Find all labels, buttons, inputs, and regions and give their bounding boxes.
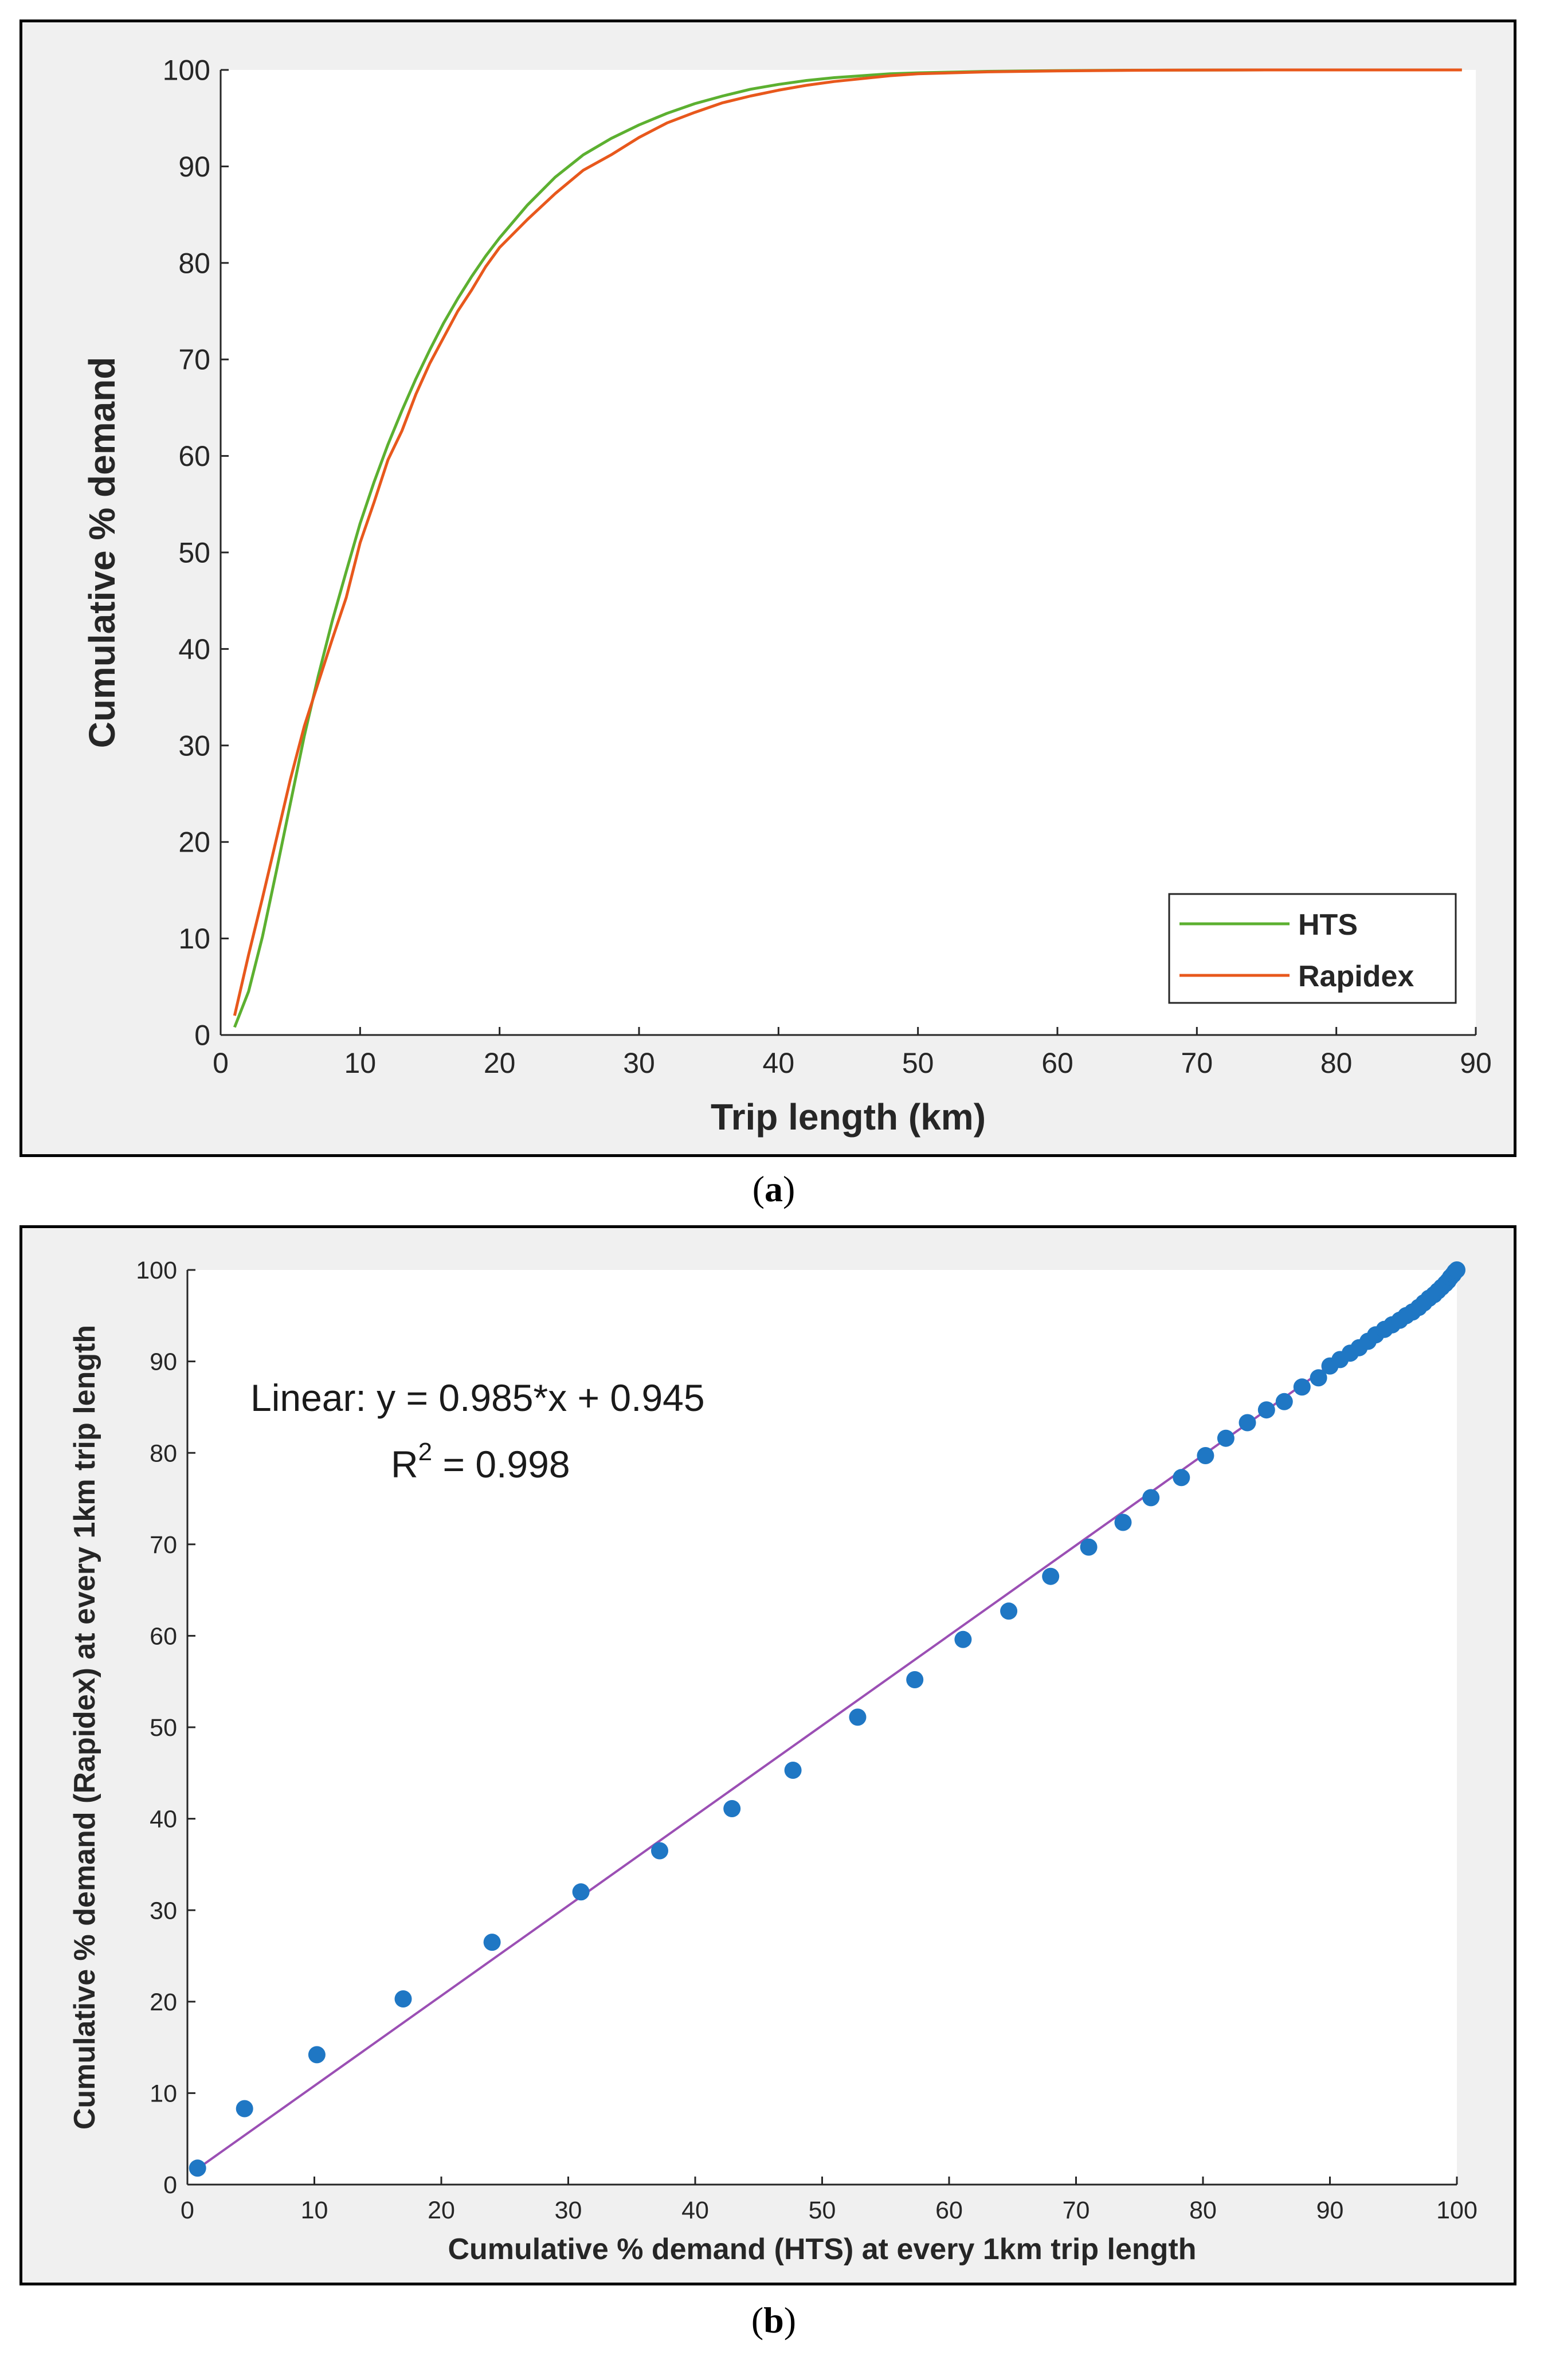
chart-b-x-tick-label: 100 — [1436, 2197, 1478, 2224]
chart-b-point — [723, 1800, 741, 1817]
chart-b-point — [189, 2159, 206, 2177]
chart-a-y-tick-label: 60 — [178, 440, 210, 472]
chart-b-y-tick-label: 50 — [150, 1714, 177, 1742]
chart-b-x-tick-label: 20 — [428, 2197, 455, 2224]
chart-a-y-tick-label: 50 — [178, 537, 210, 569]
chart-a-x-tick-label: 90 — [1460, 1047, 1492, 1079]
chart-b-point — [394, 1990, 412, 2007]
chart-a-y-tick-label: 100 — [163, 54, 210, 87]
chart-a-x-tick-label: 60 — [1041, 1047, 1073, 1079]
chart-a-legend-box — [1168, 893, 1457, 1004]
chart-b-x-tick-label: 60 — [935, 2197, 963, 2224]
chart-a-y-tick-label: 20 — [178, 826, 210, 858]
chart-b-x-tick-label: 30 — [555, 2197, 582, 2224]
chart-a-y-tick-label: 40 — [178, 633, 210, 665]
chart-b-x-tick-label: 10 — [301, 2197, 328, 2224]
chart-b-y-tick-label: 60 — [150, 1622, 177, 1650]
chart-b-point — [1239, 1414, 1256, 1432]
chart-b-point — [1080, 1538, 1098, 1556]
chart-a-x-tick-label: 40 — [763, 1047, 795, 1079]
chart-b-y-tick-label: 100 — [136, 1257, 177, 1284]
chart-a-plot-area — [221, 70, 1476, 1035]
chart-b-point — [1293, 1378, 1311, 1396]
chart-a-y-tick-label: 10 — [178, 923, 210, 955]
chart-a-legend-label: Rapidex — [1298, 960, 1414, 993]
chart-b-point — [651, 1842, 668, 1860]
chart-b-point — [1217, 1429, 1235, 1447]
chart-b-x-tick-label: 90 — [1316, 2197, 1344, 2224]
chart-b-x-tick-label: 70 — [1063, 2197, 1090, 2224]
chart-b-r2-value: = 0.998 — [432, 1443, 570, 1485]
chart-a-x-tick-label: 30 — [623, 1047, 655, 1079]
chart-b-annotation-r2: R2 = 0.998 — [391, 1438, 570, 1485]
chart-b-y-tick-label: 70 — [150, 1531, 177, 1559]
chart-b-point — [1173, 1469, 1190, 1487]
chart-b-point — [906, 1671, 924, 1688]
chart-a-y-axis-label: Cumulative % demand — [81, 357, 123, 748]
chart-a-y-tick-label: 80 — [178, 247, 210, 279]
caption-a-letter: a — [765, 1169, 783, 1209]
chart-b-x-tick-label: 0 — [181, 2197, 194, 2224]
caption-b-letter: b — [763, 2300, 784, 2340]
caption-a: (a) — [752, 1169, 795, 1209]
chart-b-point — [1114, 1514, 1132, 1531]
chart-b-y-tick-label: 40 — [150, 1806, 177, 1833]
chart-a-legend-label: HTS — [1298, 908, 1358, 942]
chart-b-y-tick-label: 30 — [150, 1897, 177, 1924]
chart-b-point — [1257, 1401, 1275, 1419]
chart-a-x-tick-label: 80 — [1320, 1047, 1353, 1079]
chart-b-x-axis-label: Cumulative % demand (HTS) at every 1km t… — [448, 2233, 1196, 2266]
chart-b-point — [572, 1883, 590, 1901]
chart-b-point — [1275, 1393, 1293, 1410]
chart-b-x-tick-label: 40 — [681, 2197, 709, 2224]
chart-a-x-tick-label: 0 — [213, 1047, 229, 1079]
chart-b-point — [1310, 1369, 1327, 1387]
chart-b-r2-prefix: R — [391, 1443, 418, 1485]
chart-b-y-tick-label: 20 — [150, 1989, 177, 2016]
chart-b-y-tick-label: 10 — [150, 2080, 177, 2107]
chart-b-point — [849, 1708, 867, 1726]
chart-b-point — [1448, 1261, 1465, 1279]
chart-a-y-tick-label: 0 — [194, 1020, 210, 1052]
chart-b-r2-superscript: 2 — [418, 1438, 432, 1466]
chart-b-point — [784, 1762, 802, 1779]
chart-b-y-tick-label: 0 — [163, 2171, 177, 2199]
chart-b-y-tick-label: 80 — [150, 1440, 177, 1467]
chart-b-point — [954, 1630, 972, 1648]
chart-a-x-tick-label: 50 — [902, 1047, 934, 1079]
chart-b-point — [1000, 1602, 1018, 1620]
chart-b-annotation-equation: Linear: y = 0.985*x + 0.945 — [250, 1377, 705, 1419]
chart-a-x-tick-label: 10 — [344, 1047, 377, 1079]
chart-b-y-tick-label: 90 — [150, 1348, 177, 1376]
chart-a-x-axis-label: Trip length (km) — [711, 1096, 986, 1138]
chart-b-point — [1042, 1567, 1060, 1585]
chart-b-point — [308, 2046, 326, 2064]
chart-b-x-tick-label: 80 — [1189, 2197, 1217, 2224]
chart-a-y-tick-label: 70 — [178, 344, 210, 376]
chart-a-series-rapidex — [233, 68, 1462, 1016]
chart-b-point — [1197, 1447, 1214, 1464]
chart-b-x-tick-label: 50 — [809, 2197, 836, 2224]
chart-b-point — [236, 2100, 253, 2118]
chart-b-point — [1142, 1489, 1160, 1507]
caption-b: (b) — [751, 2300, 797, 2340]
chart-a-y-tick-label: 30 — [178, 730, 210, 762]
chart-b-y-axis-label: Cumulative % demand (Rapidex) at every 1… — [68, 1325, 101, 2130]
chart-b-point — [483, 1934, 501, 1951]
chart-a-y-tick-label: 90 — [178, 151, 210, 183]
chart-a-x-tick-label: 20 — [484, 1047, 516, 1079]
chart-a-x-tick-label: 70 — [1181, 1047, 1213, 1079]
